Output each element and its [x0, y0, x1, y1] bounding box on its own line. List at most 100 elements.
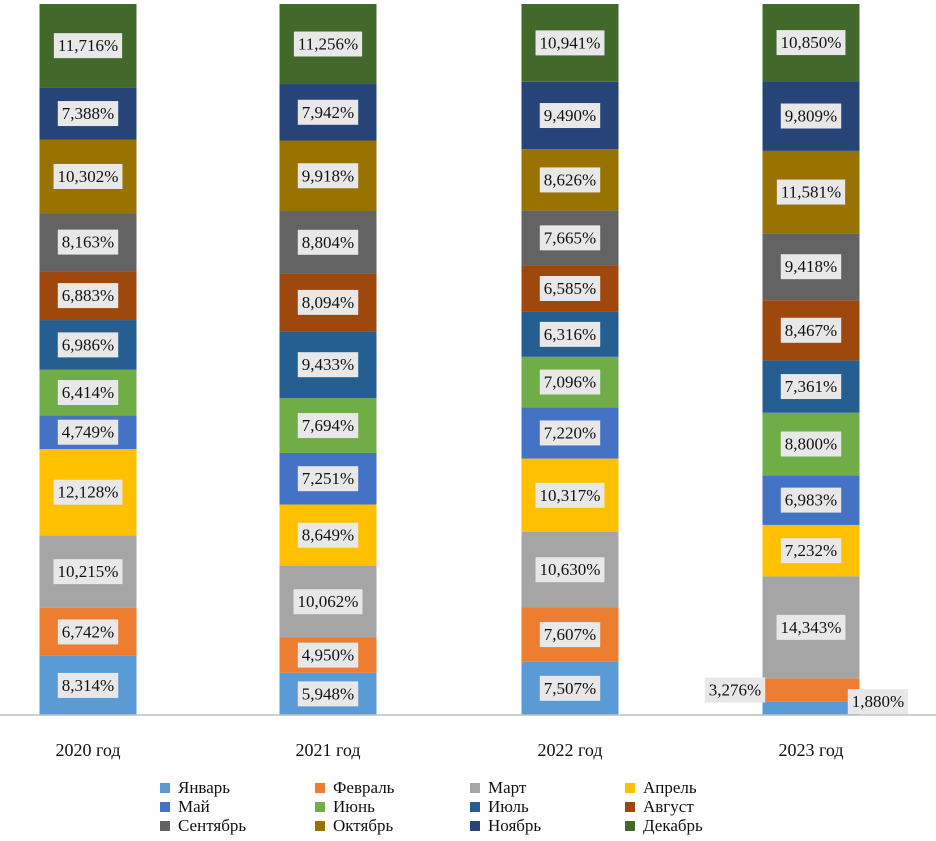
- data-label-1-11-group: 7,388%: [57, 101, 119, 127]
- data-label-1-8-group: 6,883%: [57, 283, 119, 309]
- data-label-3-10-group: 8,626%: [539, 167, 601, 193]
- legend-swatch-3: [470, 782, 480, 793]
- data-label-2-10-background: [297, 163, 359, 189]
- data-label-1-12-background: [53, 33, 123, 59]
- data-label-2-7-background: [297, 352, 359, 378]
- data-label-1-4-background: [53, 479, 123, 505]
- data-label-3-4-group: 10,317%: [535, 482, 605, 508]
- data-label-4-11-group: 9,809%: [780, 103, 842, 129]
- legend-swatch-12: [625, 820, 635, 831]
- data-label-1-5: 4,749%: [62, 423, 114, 442]
- data-label-1-7-group: 6,986%: [57, 332, 119, 358]
- data-label-1-6: 6,414%: [62, 383, 114, 402]
- data-label-4-7: 7,361%: [785, 377, 837, 396]
- data-label-3-1-group: 7,507%: [539, 675, 601, 701]
- data-label-3-12-background: [535, 30, 605, 56]
- legend-label-4: Апрель: [643, 777, 697, 797]
- data-label-2-9-background: [297, 229, 359, 255]
- data-label-2-1-group: 5,948%: [297, 681, 359, 707]
- legend-item-4: Апрель: [625, 778, 780, 797]
- data-label-4-4: 7,232%: [785, 541, 837, 560]
- data-label-3-2-group: 7,607%: [539, 622, 601, 648]
- data-label-2-3-group: 10,062%: [293, 589, 363, 615]
- data-label-2-6-background: [297, 413, 359, 439]
- legend-label-2: Февраль: [333, 777, 395, 797]
- data-label-3-2-background: [539, 622, 601, 648]
- data-label-1-5-group: 4,749%: [57, 419, 119, 445]
- legend-item-10: Октябрь: [315, 816, 470, 835]
- legend-label-12: Декабрь: [643, 815, 703, 835]
- category-label-2: 2021 год: [295, 740, 360, 760]
- legend-item-8: Август: [625, 797, 780, 816]
- data-label-1-6-background: [57, 380, 119, 406]
- data-label-3-2: 7,607%: [544, 625, 596, 644]
- data-label-4-5-background: [780, 487, 842, 513]
- legend-swatch-5: [160, 801, 170, 812]
- legend-label-8: Август: [643, 796, 694, 816]
- legend-swatch-10: [315, 820, 325, 831]
- data-label-4-6-background: [780, 431, 842, 457]
- legend-item-2: Февраль: [315, 778, 470, 797]
- data-label-2-4-background: [297, 522, 359, 548]
- data-label-2-8-background: [297, 289, 359, 315]
- data-label-2-6-group: 7,694%: [297, 413, 359, 439]
- data-label-2-10: 9,918%: [302, 166, 354, 185]
- data-label-4-6: 8,800%: [785, 435, 837, 454]
- data-label-2-6: 7,694%: [302, 416, 354, 435]
- data-label-4-4-group: 7,232%: [780, 538, 842, 564]
- legend-swatch-8: [625, 801, 635, 812]
- data-label-2-8: 8,094%: [302, 293, 354, 312]
- data-label-4-2: 3,276%: [709, 680, 761, 699]
- data-label-3-1: 7,507%: [544, 679, 596, 698]
- data-label-1-11: 7,388%: [62, 104, 114, 123]
- data-label-1-8-background: [57, 283, 119, 309]
- data-label-3-3-group: 10,630%: [535, 557, 605, 583]
- data-label-4-8: 8,467%: [785, 321, 837, 340]
- legend-label-5: Май: [178, 796, 210, 816]
- category-label-1: 2020 год: [55, 740, 120, 760]
- data-label-3-5: 7,220%: [544, 423, 596, 442]
- data-label-2-11-background: [297, 99, 359, 125]
- data-label-2-9: 8,804%: [302, 233, 354, 252]
- data-label-2-2: 4,950%: [302, 646, 354, 665]
- data-label-1-6-group: 6,414%: [57, 380, 119, 406]
- data-labels-group: 8,314% 6,742% 10,215% 12,128% 4,749% 6,414% 6,…: [53, 30, 909, 715]
- legend-item-9: Сентябрь: [160, 816, 315, 835]
- category-label-4: 2023 год: [778, 740, 843, 760]
- data-label-3-9-group: 7,665%: [539, 225, 601, 251]
- data-label-2-9-group: 8,804%: [297, 229, 359, 255]
- data-label-1-10: 10,302%: [58, 167, 119, 186]
- data-label-2-1: 5,948%: [302, 684, 354, 703]
- legend-swatch-9: [160, 820, 170, 831]
- data-label-2-12-group: 11,256%: [293, 31, 363, 57]
- data-label-3-6-group: 7,096%: [539, 369, 601, 395]
- legend-label-1: Январь: [178, 777, 231, 797]
- data-label-2-12: 11,256%: [298, 35, 358, 54]
- data-label-3-12-group: 10,941%: [535, 30, 605, 56]
- data-label-4-3: 14,343%: [781, 618, 842, 637]
- data-label-1-7: 6,986%: [62, 335, 114, 354]
- data-label-3-7-group: 6,316%: [539, 321, 601, 347]
- data-label-1-7-background: [57, 332, 119, 358]
- data-label-3-1-background: [539, 675, 601, 701]
- data-label-2-2-background: [297, 642, 359, 668]
- legend-swatch-6: [315, 801, 325, 812]
- data-label-3-4-background: [535, 482, 605, 508]
- data-label-2-8-group: 8,094%: [297, 289, 359, 315]
- data-label-2-4-group: 8,649%: [297, 522, 359, 548]
- legend-label-3: Март: [488, 777, 527, 797]
- data-label-3-10: 8,626%: [544, 170, 596, 189]
- data-label-3-11: 9,490%: [544, 106, 596, 125]
- data-label-3-8: 6,585%: [544, 279, 596, 298]
- data-label-3-5-background: [539, 420, 601, 446]
- legend-label-7: Июль: [488, 796, 529, 816]
- legend-swatch-2: [315, 782, 325, 793]
- data-label-3-7-background: [539, 321, 601, 347]
- data-label-3-8-group: 6,585%: [539, 276, 601, 302]
- data-label-4-12-background: [776, 30, 846, 56]
- legend-swatch-11: [470, 820, 480, 831]
- legend-label-11: Ноябрь: [488, 815, 542, 835]
- data-label-1-12: 11,716%: [58, 36, 118, 55]
- data-label-2-7-group: 9,433%: [297, 352, 359, 378]
